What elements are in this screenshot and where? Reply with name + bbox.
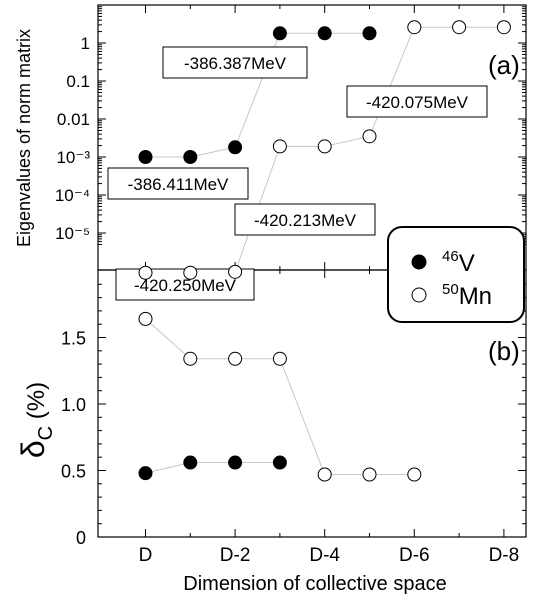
delta-symbol: δ <box>15 440 51 458</box>
panel-b-50mn-line <box>145 318 415 475</box>
panel-a-y-tick-label: 10⁻⁵ <box>55 224 90 243</box>
legend: 46V 50Mn <box>387 226 525 323</box>
panel-a-46v-point <box>138 150 153 164</box>
panel-a-50mn-point <box>272 139 287 154</box>
svg-text:-386.411MeV: -386.411MeV <box>128 175 229 194</box>
panel-a-50mn-point <box>452 20 467 35</box>
svg-text:-420.075MeV: -420.075MeV <box>366 93 469 112</box>
annotation-420-075: -420.075MeV <box>346 85 488 118</box>
panel-b-50mn-point <box>272 351 287 366</box>
panel-b-50mn-point <box>317 467 332 482</box>
panel-a-50mn-point <box>362 129 377 144</box>
panel-a-50mn-point <box>183 265 198 280</box>
annotation-420-213: -420.213MeV <box>234 203 376 236</box>
annotation-386-387: -386.387MeV <box>162 46 308 79</box>
panel-b-50mn-point <box>362 467 377 482</box>
legend-50mn-marker <box>411 287 427 303</box>
panel-a-y-tick-label: 10⁻³ <box>56 148 90 167</box>
panel-a-46v-point <box>183 150 198 164</box>
x-tick-labels: D D-2 D-4 D-6 D-8 <box>139 545 520 566</box>
x-tick-label: D-2 <box>220 545 251 566</box>
panel-b-50mn-point <box>138 311 153 326</box>
panel-b-46v-point <box>272 455 287 470</box>
panel-a-46v-line <box>145 32 370 158</box>
series-markers <box>138 20 511 482</box>
panel-b-y-tick-label: 1.0 <box>61 395 86 415</box>
panel-a-50mn-point <box>407 20 422 35</box>
panel-a-y-tick-label: 1 <box>81 34 90 53</box>
panel-b-46v-point <box>183 455 198 470</box>
legend-46v-marker <box>411 254 427 270</box>
legend-box <box>387 226 525 323</box>
panel-a-50mn-point <box>496 20 511 35</box>
panel-b-y-tick-label: 0 <box>76 528 86 548</box>
svg-text:-420.213MeV: -420.213MeV <box>254 211 357 230</box>
panel-a-y-tick-label: 0.01 <box>57 110 90 129</box>
x-tick-label: D <box>139 545 153 566</box>
panel-a-46v-point <box>228 140 243 155</box>
panel-b-label: (b) <box>488 336 520 366</box>
x-axis-label: Dimension of collective space <box>183 573 446 595</box>
panel-a-50mn-point <box>138 265 153 280</box>
x-tick-label: D-8 <box>489 545 520 566</box>
panel-a-y-tick-label: 10⁻⁴ <box>55 186 90 205</box>
legend-46v-label: 46V <box>442 248 475 277</box>
panel-a-y-axis-label: Eigenvalues of norm matrix <box>14 29 34 247</box>
panel-b-50mn-point <box>228 351 243 366</box>
panel-a-46v-point <box>362 26 377 41</box>
panel-b-y-tick-label: 0.5 <box>61 462 86 482</box>
x-tick-label: D-6 <box>399 545 430 566</box>
panel-b-46v-point <box>228 455 243 470</box>
y-unit: (%) <box>23 382 50 426</box>
panel-a-46v-point <box>317 26 332 41</box>
svg-text:-420.250MeV: -420.250MeV <box>134 276 237 295</box>
panel-a-50mn-point <box>317 139 332 154</box>
panel-a-50mn-point <box>228 264 243 279</box>
panel-b-46v-point <box>138 466 153 481</box>
axis-ticks <box>98 5 526 538</box>
panel-b-50mn-point <box>183 351 198 366</box>
panel-b-50mn-point <box>407 467 422 482</box>
panel-b-y-axis-label: δC (%) <box>15 382 57 458</box>
panel-a-y-tick-label: 0.1 <box>66 72 90 91</box>
panel-a-label: (a) <box>488 50 520 80</box>
panel-b-46v-line <box>145 462 280 474</box>
panel-b-y-tick-label: 1.5 <box>61 329 86 349</box>
y-tick-labels: 1 0.1 0.01 10⁻³ 10⁻⁴ 10⁻⁵ 0 0.5 1.0 1.5 <box>55 34 91 548</box>
legend-50mn-label: 50Mn <box>442 281 492 310</box>
svg-text:-386.387MeV: -386.387MeV <box>184 54 287 73</box>
panel-a-46v-point <box>272 26 287 41</box>
delta-subscript: C <box>35 426 57 440</box>
x-tick-label: D-4 <box>309 545 340 566</box>
annotation-386-411: -386.411MeV <box>107 167 249 200</box>
